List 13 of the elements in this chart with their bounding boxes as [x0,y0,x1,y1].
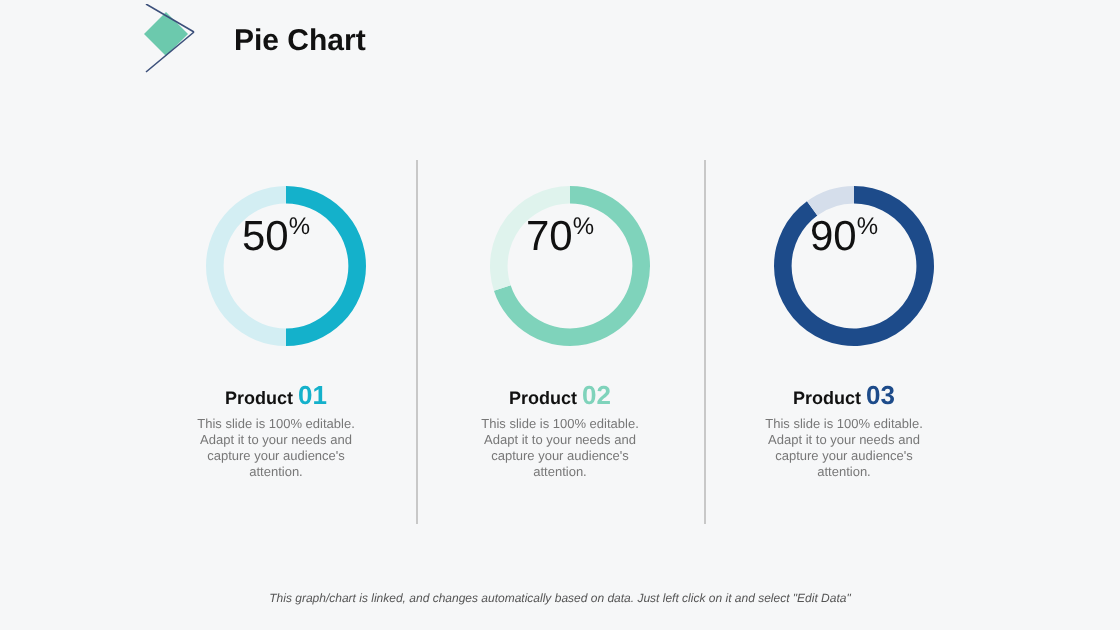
data-label: 70$^{%}$ [523,212,597,262]
text: Product 03 [791,380,897,410]
donut-slice [774,186,934,346]
data-label: 90$^{%}$ [807,212,881,262]
donut-slice [490,186,570,291]
text: Pie Chart [234,24,366,58]
data-label: 50$^{%}$ [239,212,313,262]
text: Product 02 [507,380,613,410]
donut-slice [286,186,366,346]
donut-slice [206,186,286,346]
text: Product 01 [223,380,329,410]
donut-slice [493,186,650,346]
donut-slice [806,186,854,216]
